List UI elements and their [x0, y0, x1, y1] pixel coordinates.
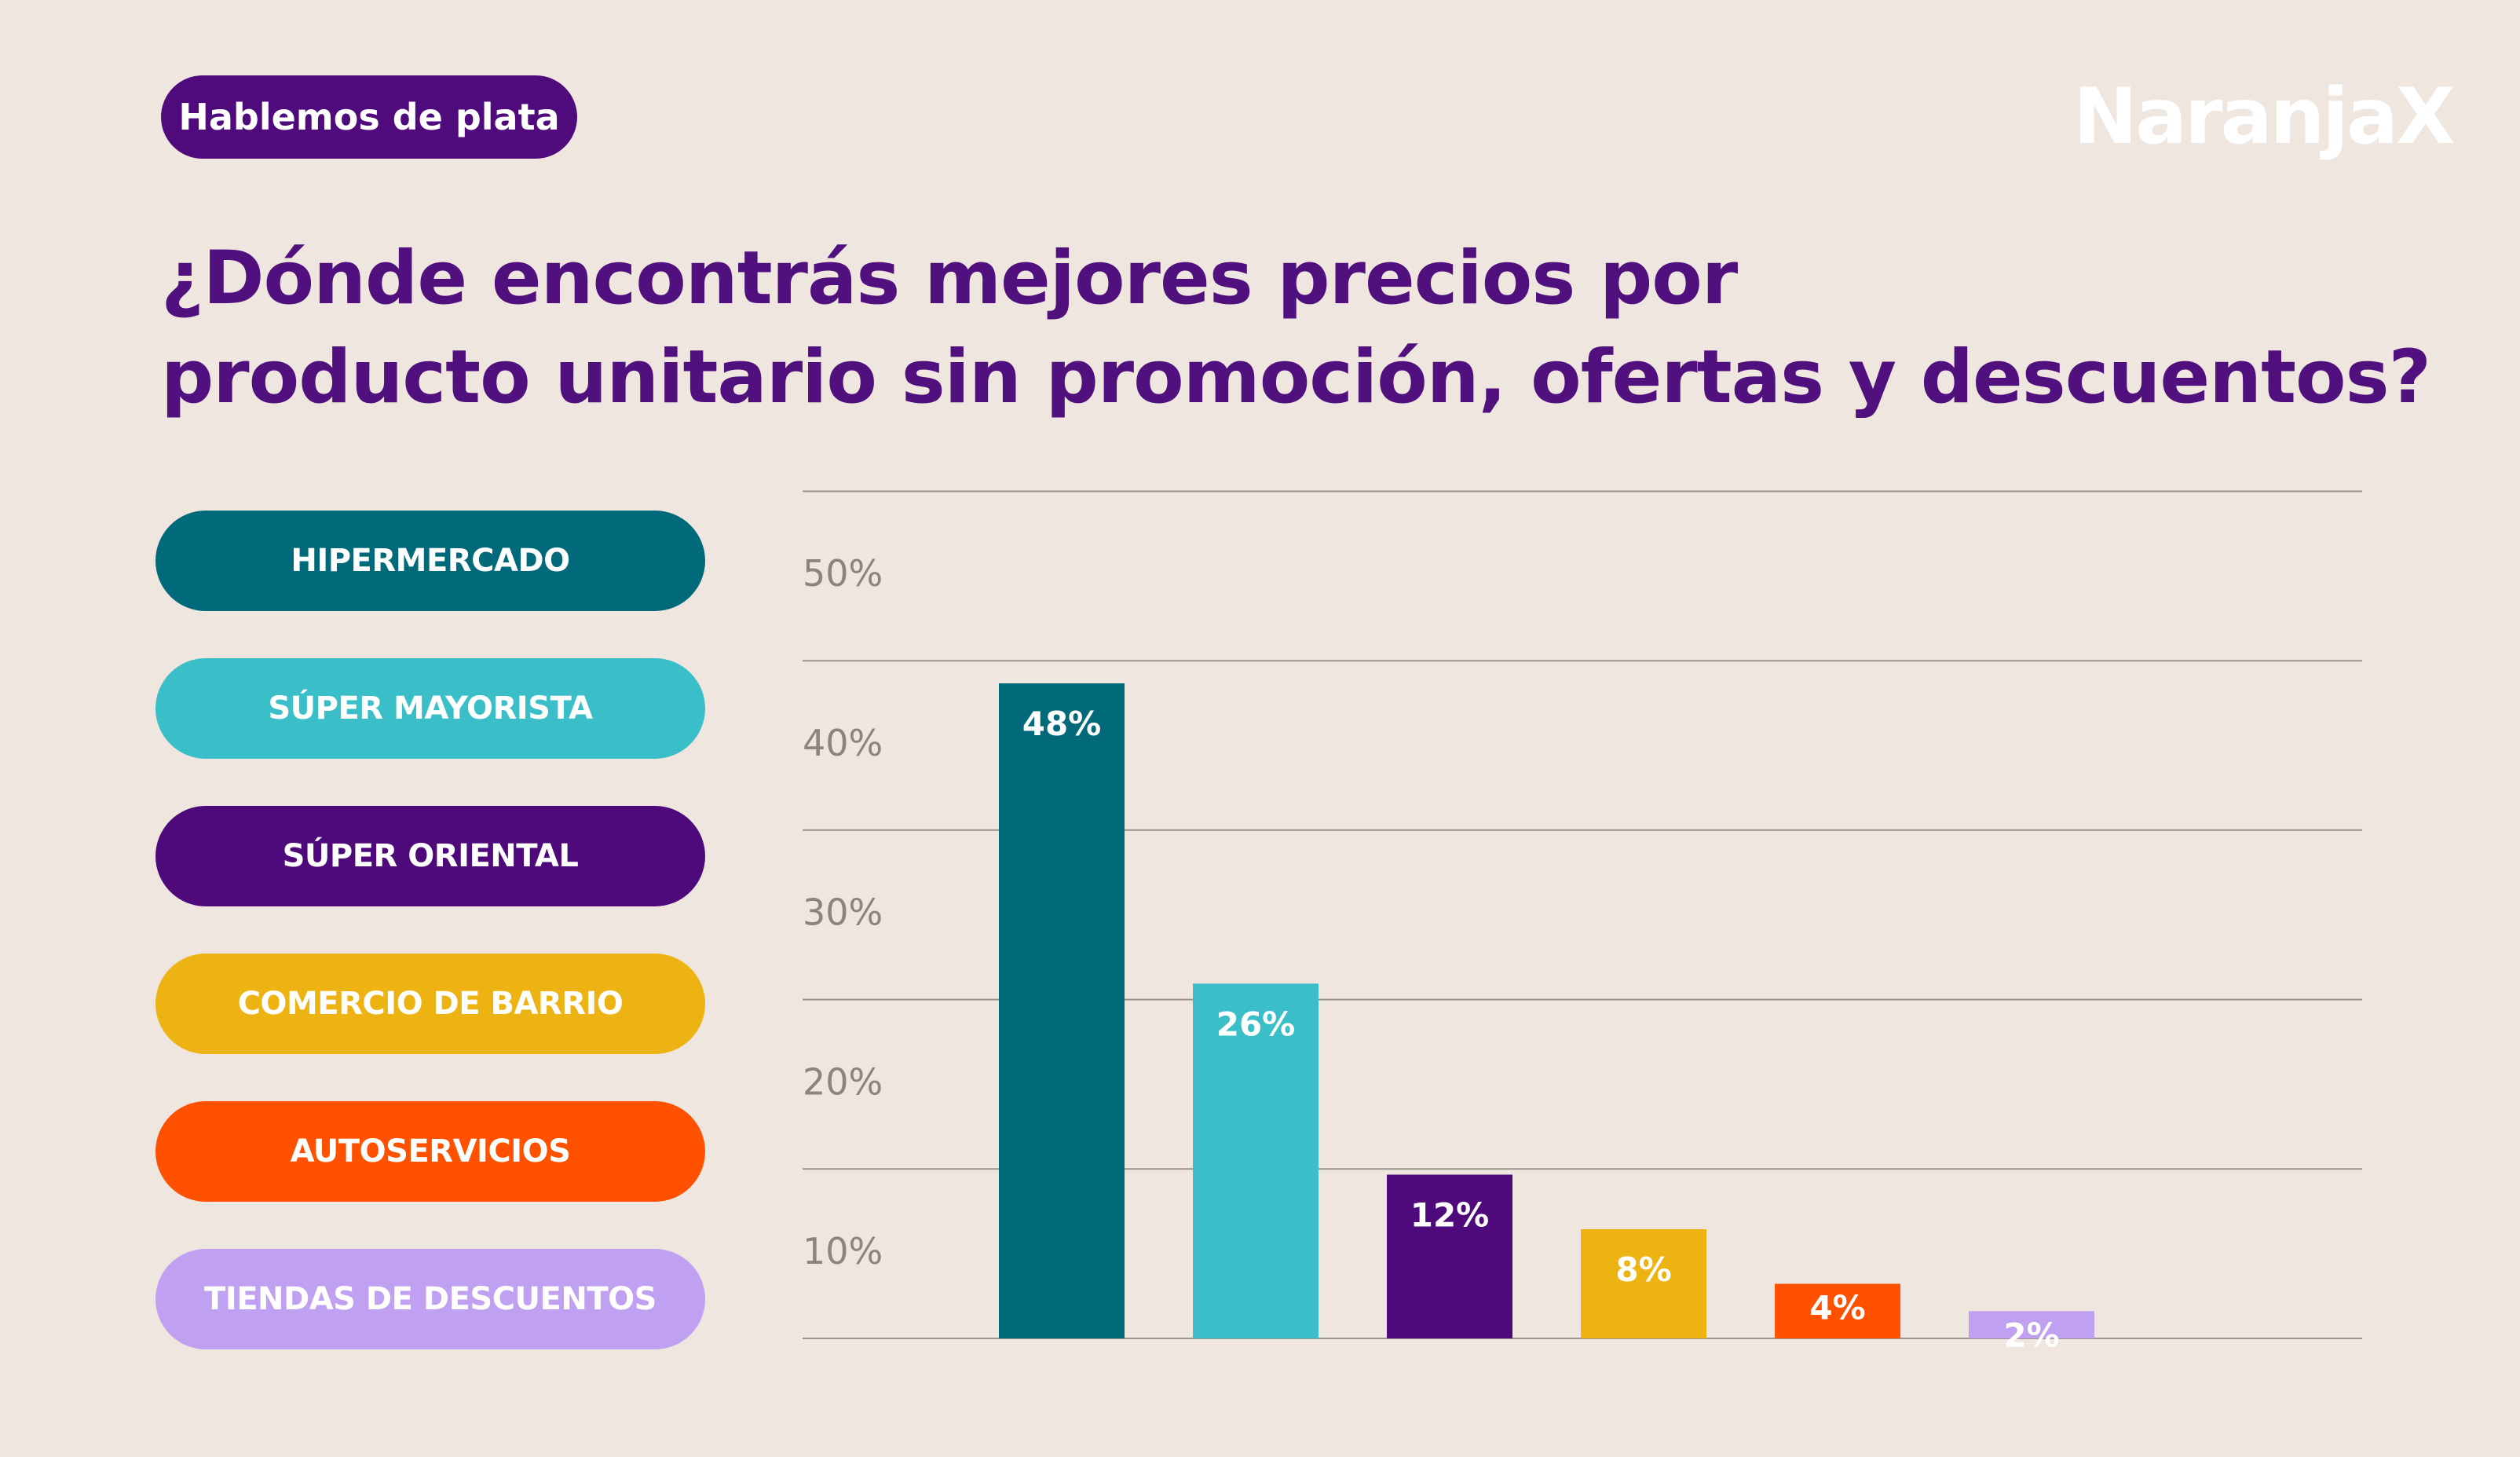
y-tick-label-10: 10% [803, 1230, 883, 1272]
chart-title: ¿Dónde encontrás mejores precios por pro… [161, 229, 2438, 427]
bar-3 [1387, 1174, 1512, 1338]
bar-label-6: 2% [2003, 1316, 2059, 1354]
legend-item-3: SÚPER ORIENTAL [155, 806, 705, 906]
legend-item-1: HIPERMERCADO [155, 511, 705, 611]
bar-label-2: 26% [1216, 1005, 1296, 1043]
bar-1 [999, 683, 1125, 1338]
y-tick-label-30: 30% [803, 891, 883, 934]
chart-title-line-1: ¿Dónde encontrás mejores precios por [161, 236, 1738, 321]
bar-2 [1193, 983, 1319, 1339]
y-tick-label-50: 50% [803, 552, 883, 595]
bar-6 [1969, 1311, 2094, 1339]
bar-label-1: 48% [1022, 705, 1102, 743]
y-tick-label-40: 40% [803, 722, 883, 764]
legend-item-2: SÚPER MAYORISTA [155, 658, 705, 759]
legend-item-6: TIENDAS DE DESCUENTOS [155, 1249, 705, 1349]
legend-item-4: COMERCIO DE BARRIO [155, 954, 705, 1054]
category-tag: Hablemos de plata [161, 75, 577, 159]
bar-4 [1581, 1229, 1706, 1338]
chart-title-line-2: producto unitario sin promoción, ofertas… [161, 335, 2431, 420]
y-tick-label-20: 20% [803, 1060, 883, 1103]
bar-5 [1775, 1283, 1900, 1338]
bar-label-5: 4% [1809, 1289, 1865, 1327]
bar-label-3: 12% [1410, 1196, 1490, 1235]
legend-item-5: AUTOSERVICIOS [155, 1101, 705, 1202]
naranjax-logo: NaranjaX [2073, 72, 2456, 162]
bar-label-4: 8% [1615, 1250, 1671, 1289]
